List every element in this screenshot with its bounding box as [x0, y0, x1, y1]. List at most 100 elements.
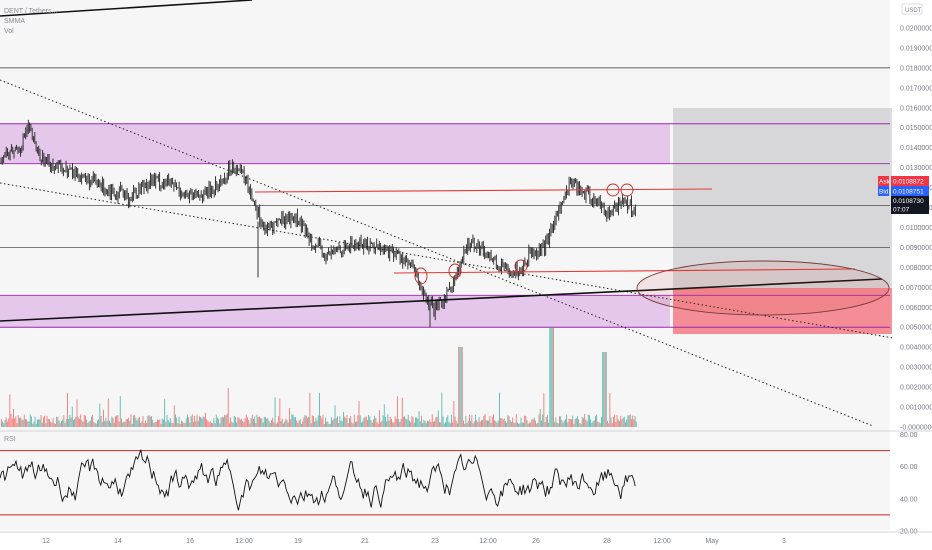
volume-bar [602, 352, 604, 427]
volume-bar [581, 416, 583, 427]
volume-bar [337, 416, 338, 427]
time-tick-label: 28 [603, 538, 611, 545]
volume-bar [275, 423, 277, 427]
volume-bar [565, 419, 566, 427]
price-tick-label: 0.0030000 [900, 365, 932, 372]
volume-bar [442, 416, 444, 427]
volume-bar [361, 422, 362, 427]
volume-bar [364, 417, 366, 427]
volume-bar [544, 422, 546, 427]
volume-bar [395, 418, 397, 427]
volume-bar [362, 421, 364, 427]
volume-bar [67, 392, 68, 427]
volume-bar [623, 416, 625, 427]
volume-bar [261, 418, 263, 427]
vol-label: Vol [4, 28, 14, 35]
volume-bar [507, 414, 509, 427]
volume-bar [243, 422, 245, 427]
volume-bar [280, 420, 282, 427]
volume-bar [254, 416, 256, 427]
volume-bar [617, 419, 619, 427]
volume-bar [248, 420, 250, 427]
volume-bar [105, 417, 107, 427]
volume-bar [454, 416, 456, 427]
volume-bar [607, 421, 608, 427]
volume-bar [475, 414, 476, 427]
volume-bar [481, 420, 482, 427]
price-tick-label: 0.0170000 [900, 85, 932, 92]
volume-bar [232, 422, 234, 427]
volume-bar [295, 417, 296, 427]
touch-circle [606, 183, 620, 197]
volume-bar [257, 417, 259, 427]
volume-bar [592, 421, 594, 427]
price-axis[interactable]: 0.0200000 0.0190000 0.0180000 0.0170000 0.01… [878, 26, 932, 536]
volume-bar [262, 422, 264, 427]
volume-bar [154, 421, 156, 427]
volume-bar [433, 421, 434, 427]
volume-bar [290, 419, 292, 427]
volume-bar [559, 416, 560, 427]
volume-bar [117, 415, 119, 427]
volume-bar [191, 414, 193, 427]
volume-bar [551, 327, 553, 427]
volume-bar [339, 416, 341, 427]
volume-bar [596, 414, 598, 427]
volume-bar [436, 416, 438, 427]
volume-bar [446, 417, 448, 427]
volume-bar [506, 422, 508, 427]
volume-bar [141, 421, 143, 427]
volume-bar [550, 327, 552, 427]
volume-bar [27, 421, 29, 427]
volume-bar [226, 414, 228, 427]
volume-bar [629, 414, 631, 427]
volume-bar [345, 418, 347, 427]
volume-bar [219, 423, 221, 427]
volume-bar [292, 414, 294, 427]
volume-bar [9, 394, 11, 427]
drawings-layer[interactable] [0, 0, 894, 427]
volume-bar [135, 417, 137, 427]
volume-bar [437, 410, 439, 427]
volume-bar [122, 422, 124, 427]
volume-bar [223, 417, 224, 427]
volume-bar [214, 423, 216, 427]
volume-bar [491, 417, 493, 427]
volume-bar [417, 418, 419, 427]
volume-bar [287, 422, 289, 427]
volume-bar [473, 421, 475, 427]
volume-bar [435, 417, 437, 427]
volume-bar [277, 422, 278, 427]
volume-bar [401, 397, 403, 427]
price-tick-label: 0.0070000 [900, 285, 932, 292]
volume-bar [1, 419, 2, 427]
volume-bar [622, 417, 624, 427]
volume-bar [593, 420, 595, 427]
volume-bar [85, 415, 86, 427]
volume-bar [572, 415, 574, 427]
volume-bar [347, 423, 349, 427]
volume-bar [249, 423, 251, 427]
time-tick-label: May [705, 538, 719, 545]
time-axis[interactable]: 12 14 16 12:00 19 21 23 12:00 26 28 12:00 May 3 [0, 531, 932, 545]
bid-tag-value: 0.0108751 [893, 189, 924, 196]
volume-bar [487, 420, 488, 427]
volume-bar [341, 421, 343, 427]
volume-bar [139, 416, 140, 427]
volume-bar [502, 419, 504, 427]
currency-badge[interactable]: USDT [901, 3, 923, 15]
volume-bar [61, 421, 62, 427]
volume-bar [625, 422, 626, 427]
volume-bar [291, 414, 293, 427]
volume-bar [423, 419, 425, 427]
volume-bar [532, 419, 534, 427]
volume-bar [517, 422, 518, 427]
volume-bar [343, 412, 344, 427]
volume-bar [28, 421, 30, 427]
volume-bar [407, 414, 409, 427]
smma-label: SMMA [4, 18, 25, 25]
volume-bar [286, 420, 288, 427]
volume-bar [311, 415, 313, 427]
volume-bar [215, 414, 217, 427]
